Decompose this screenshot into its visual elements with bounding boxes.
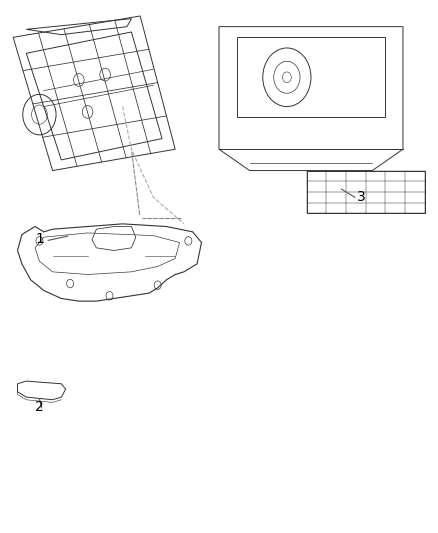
Text: 3: 3 (357, 190, 366, 205)
Text: 1: 1 (35, 231, 44, 246)
Text: 2: 2 (35, 400, 44, 415)
